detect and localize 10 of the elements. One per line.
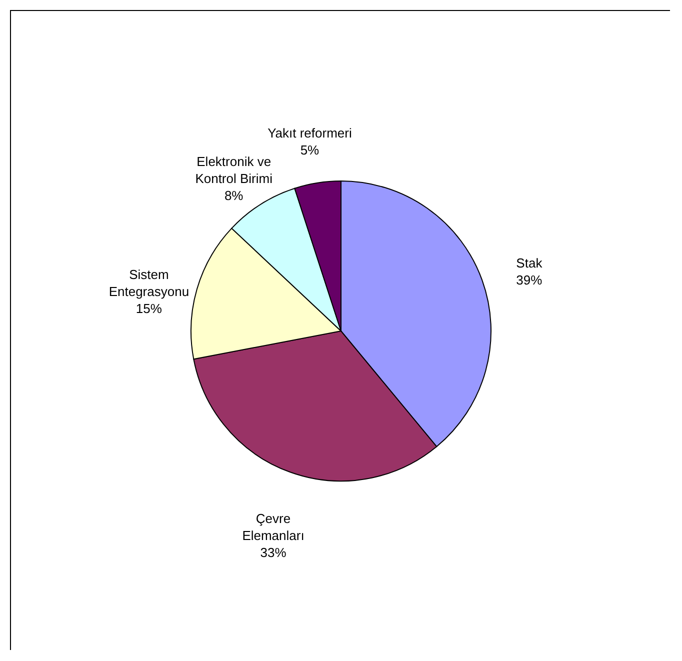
- slice-label: Yakıt reformeri: [268, 125, 352, 140]
- slice-label: Çevre Elemanları: [242, 511, 304, 544]
- data-label: 5%: [300, 142, 320, 158]
- data-label: 8%: [224, 188, 244, 204]
- data-label: 39%: [516, 272, 543, 288]
- slice-label: Elektronik ve Kontrol Birimi: [195, 154, 273, 186]
- data-label: 33%: [260, 545, 287, 560]
- data-label: 15%: [136, 301, 162, 316]
- slice-label: Stak: [516, 255, 543, 270]
- slice-label: Sistem Entegrasyonu: [108, 267, 190, 300]
